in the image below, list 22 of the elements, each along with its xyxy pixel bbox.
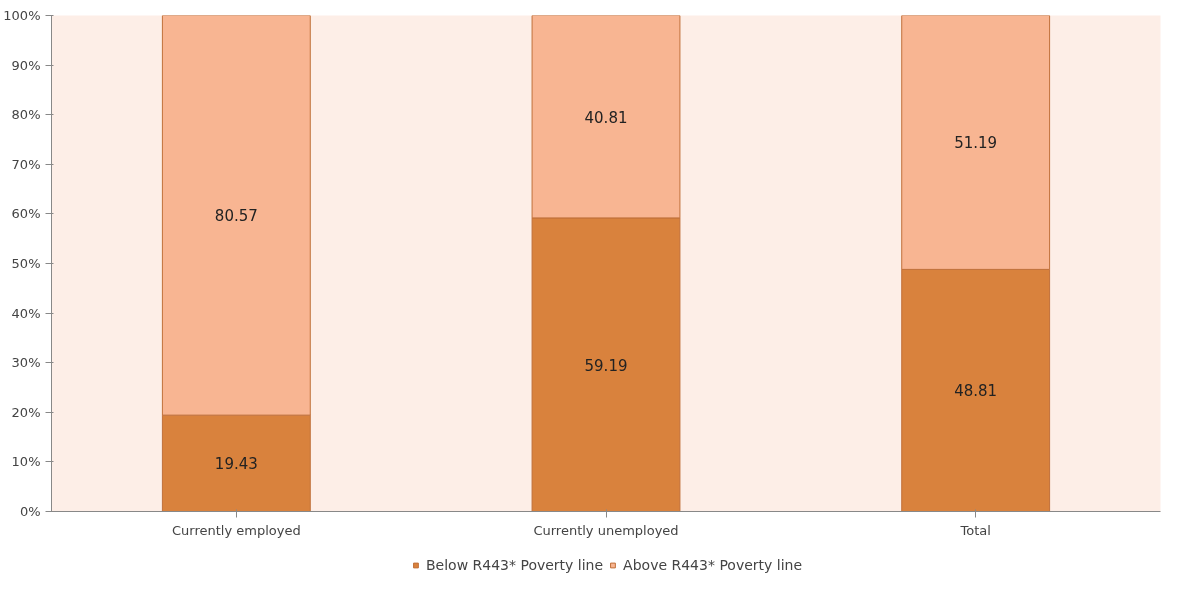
x-tick-label: Total [959, 522, 991, 538]
y-tick-label: 80% [11, 107, 41, 123]
y-tick-label: 10% [11, 454, 41, 470]
y-tick-label: 30% [11, 355, 41, 371]
data-label: 19.43 [214, 455, 258, 474]
x-tick-label: Currently unemployed [533, 522, 679, 538]
data-label: 51.19 [954, 134, 998, 153]
y-tick-label: 0% [19, 504, 41, 519]
y-tick-label: 50% [11, 256, 41, 271]
x-tick-label: Currently employed [171, 522, 301, 538]
data-label: 40.81 [584, 108, 628, 127]
data-label: 48.81 [954, 382, 998, 401]
y-tick-label: 40% [11, 305, 41, 321]
y-tick-label: 90% [11, 57, 41, 73]
y-tick-label: 100% [3, 8, 41, 23]
y-tick-label: 70% [11, 156, 41, 172]
legend-label: Below R443* Poverty line [425, 557, 604, 573]
legend-label: Above R443* Poverty line [623, 557, 803, 573]
y-tick-label: 20% [11, 404, 41, 420]
y-tick-label: 60% [11, 206, 41, 222]
data-label: 59.19 [584, 356, 628, 375]
data-label: 80.57 [214, 207, 258, 226]
